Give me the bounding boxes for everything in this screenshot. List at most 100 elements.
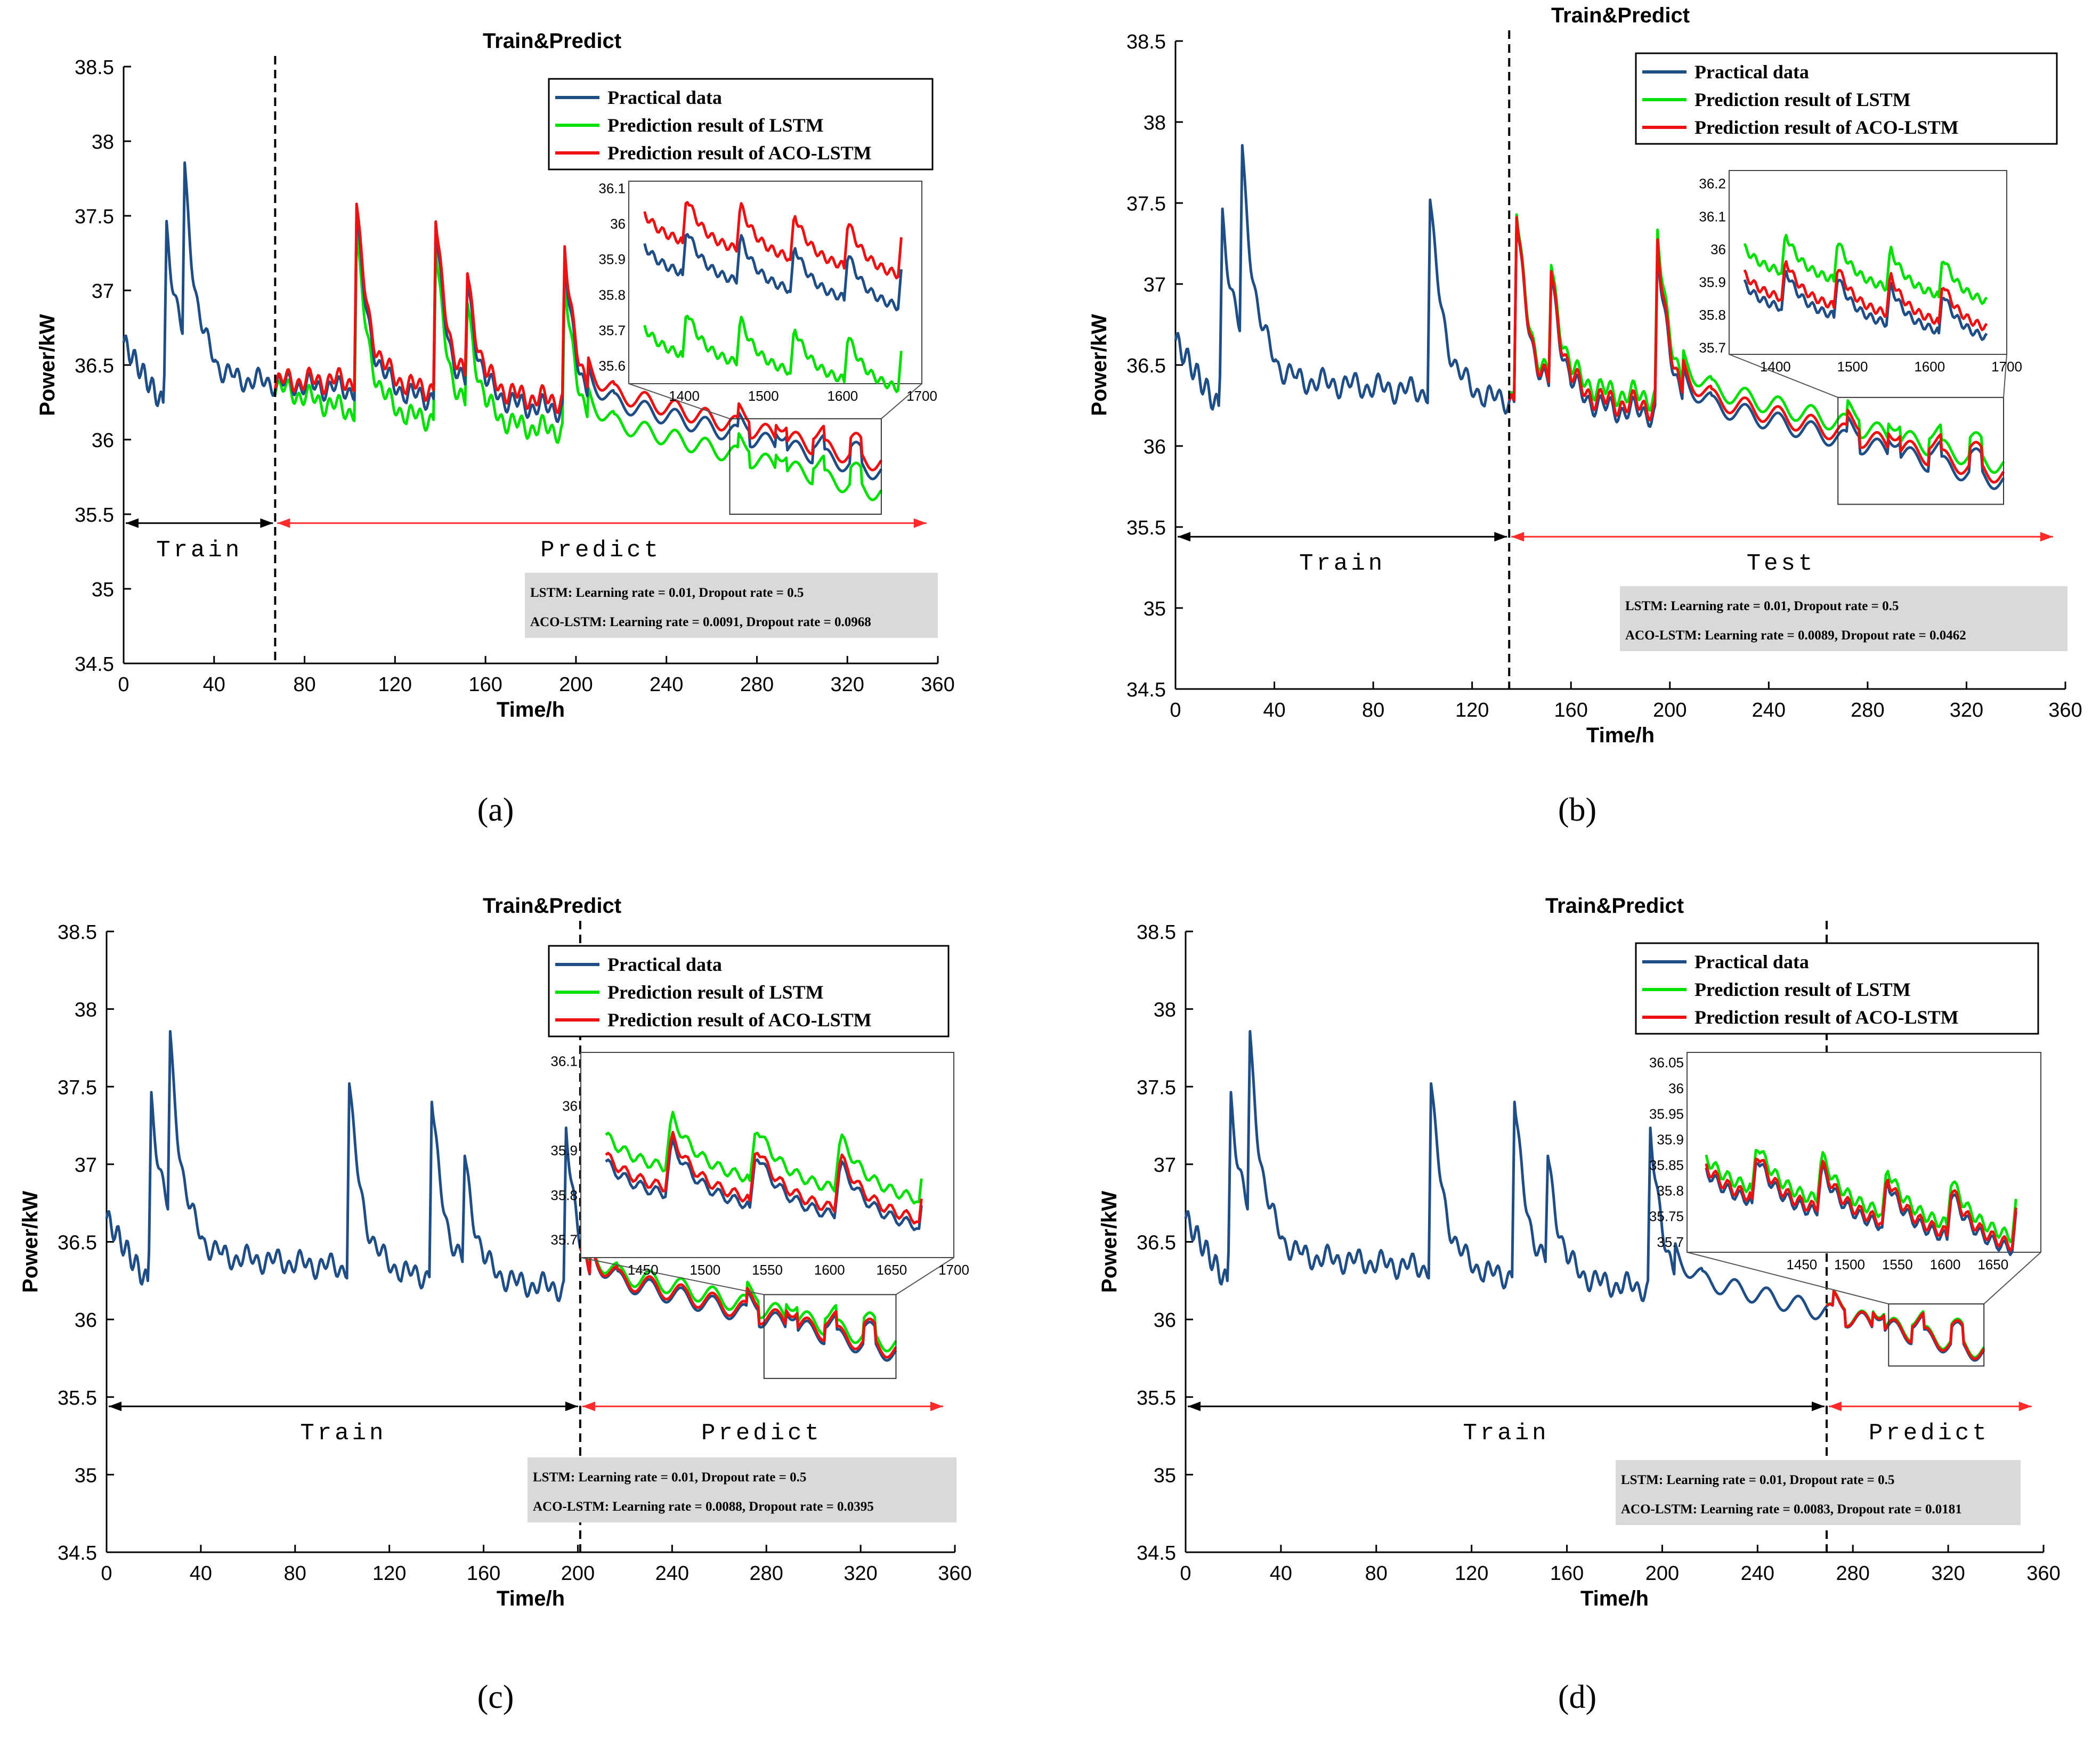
x-tick-label: 80 xyxy=(1362,699,1384,722)
zoom-region-box xyxy=(1888,1303,1985,1367)
inset-y-tick-label: 36 xyxy=(562,1098,578,1114)
x-tick-label: 80 xyxy=(1365,1562,1388,1585)
legend-entry: Practical data xyxy=(607,954,722,975)
y-tick-label: 37 xyxy=(1154,1154,1176,1177)
inset-connector xyxy=(580,1257,764,1295)
x-tick-label: 240 xyxy=(655,1562,689,1585)
x-tick-label: 200 xyxy=(561,1562,595,1585)
chart-title: Train&Predict xyxy=(483,29,621,53)
x-axis-label: Time/h xyxy=(497,1587,565,1610)
x-tick-label: 280 xyxy=(750,1562,783,1585)
series-aco-lstm xyxy=(1507,216,2005,484)
x-tick-label: 160 xyxy=(468,674,502,696)
y-axis-label: Power/kW xyxy=(1088,314,1111,416)
inset-y-tick-label: 35.7 xyxy=(550,1232,578,1248)
x-tick-label: 240 xyxy=(650,674,683,696)
predict-label: Test xyxy=(1747,550,1816,577)
y-tick-label: 38.5 xyxy=(1137,921,1176,944)
note-aco-lstm: ACO-LSTM: Learning rate = 0.0083, Dropou… xyxy=(1621,1502,1962,1517)
inset-series-aco-lstm xyxy=(643,201,903,280)
inset-x-tick-label: 1700 xyxy=(1991,359,2022,375)
x-tick-label: 0 xyxy=(118,674,129,696)
y-tick-label: 37.5 xyxy=(1137,1076,1176,1099)
train-label: Train xyxy=(156,537,242,564)
zoom-region-box xyxy=(1837,396,2005,505)
inset-x-tick-label: 1450 xyxy=(1786,1256,1817,1272)
inset-x-tick-label: 1700 xyxy=(938,1262,969,1278)
y-tick-label: 36.5 xyxy=(1137,1232,1176,1254)
inset-y-tick-label: 35.8 xyxy=(1699,307,1726,323)
legend-entry: Prediction result of ACO-LSTM xyxy=(1694,117,1959,138)
note-aco-lstm: ACO-LSTM: Learning rate = 0.0089, Dropou… xyxy=(1625,628,1966,643)
y-tick-label: 36.5 xyxy=(1126,355,1166,377)
x-tick-label: 240 xyxy=(1752,699,1786,722)
train-label: Train xyxy=(1299,550,1385,577)
predict-label: Predict xyxy=(540,537,661,564)
y-tick-label: 37 xyxy=(92,280,114,303)
train-arrow-head-right xyxy=(260,518,273,528)
series-aco-lstm xyxy=(1826,1290,1985,1360)
x-tick-label: 360 xyxy=(938,1562,971,1585)
x-tick-label: 200 xyxy=(1653,699,1687,722)
inset-series-practical xyxy=(643,233,903,312)
legend-entry: Practical data xyxy=(1694,61,1809,83)
inset-y-tick-label: 35.6 xyxy=(598,358,626,374)
series-aco-lstm xyxy=(579,1241,897,1359)
y-tick-label: 35 xyxy=(92,579,114,601)
y-tick-label: 36 xyxy=(1154,1309,1176,1332)
inset-series-aco-lstm xyxy=(1705,1157,2017,1252)
x-tick-label: 320 xyxy=(1931,1562,1965,1585)
hyperparameter-note-box xyxy=(528,1457,956,1522)
note-aco-lstm: ACO-LSTM: Learning rate = 0.0088, Dropou… xyxy=(533,1499,874,1514)
inset-x-tick-label: 1500 xyxy=(1834,1256,1865,1272)
legend-box xyxy=(548,78,934,171)
hyperparameter-note-box xyxy=(1616,1460,2021,1525)
x-tick-label: 120 xyxy=(372,1562,406,1585)
y-axis-label: Power/kW xyxy=(1098,1191,1121,1293)
train-arrow-head-left xyxy=(126,518,139,528)
hyperparameter-note-box xyxy=(525,573,938,638)
inset-x-tick-label: 1550 xyxy=(1882,1256,1913,1272)
inset-x-tick-label: 1600 xyxy=(1930,1256,1961,1272)
predict-arrow-head-right xyxy=(2040,532,2053,542)
inset-x-tick-label: 1500 xyxy=(690,1262,720,1278)
zoom-region-box xyxy=(763,1294,897,1379)
legend-box xyxy=(548,945,950,1037)
y-tick-label: 34.5 xyxy=(58,1542,97,1564)
inset-series-lstm xyxy=(1743,233,1988,305)
legend-entry: Prediction result of LSTM xyxy=(607,115,824,136)
x-tick-label: 200 xyxy=(559,674,593,696)
y-tick-label: 35 xyxy=(1144,598,1166,620)
chart-title: Train&Predict xyxy=(483,894,621,918)
inset-x-tick-label: 1600 xyxy=(827,388,858,404)
note-lstm: LSTM: Learning rate = 0.01, Dropout rate… xyxy=(1625,599,1899,613)
y-tick-label: 38.5 xyxy=(75,56,114,79)
inset-connector xyxy=(881,383,922,419)
x-tick-label: 320 xyxy=(844,1562,877,1585)
note-lstm: LSTM: Learning rate = 0.01, Dropout rate… xyxy=(1621,1473,1894,1487)
train-arrow-head-left xyxy=(109,1401,121,1412)
legend-box xyxy=(1635,52,2058,145)
legend-entry: Prediction result of LSTM xyxy=(607,982,824,1003)
note-aco-lstm: ACO-LSTM: Learning rate = 0.0091, Dropou… xyxy=(530,615,871,629)
x-tick-label: 40 xyxy=(190,1562,212,1585)
x-tick-label: 80 xyxy=(293,674,315,696)
y-tick-label: 37.5 xyxy=(58,1076,97,1099)
inset-x-tick-label: 1500 xyxy=(1837,359,1868,375)
y-tick-label: 37.5 xyxy=(1126,193,1166,215)
x-tick-label: 240 xyxy=(1741,1562,1774,1585)
y-tick-label: 37.5 xyxy=(75,206,114,228)
x-tick-label: 280 xyxy=(740,674,774,696)
series-lstm xyxy=(273,232,883,501)
y-tick-label: 37 xyxy=(1144,274,1166,296)
predict-label: Predict xyxy=(701,1420,822,1447)
inset-y-tick-label: 35.75 xyxy=(1649,1209,1684,1225)
inset-y-tick-label: 35.7 xyxy=(598,322,626,338)
panel-label: (c) xyxy=(477,1679,514,1715)
predict-arrow-head-left xyxy=(1511,532,1525,542)
y-tick-label: 36.5 xyxy=(75,355,114,377)
x-axis-label: Time/h xyxy=(1580,1587,1649,1610)
y-tick-label: 35 xyxy=(75,1464,97,1487)
inset-series-aco-lstm xyxy=(605,1131,923,1225)
inset-y-tick-label: 35.9 xyxy=(550,1142,578,1158)
